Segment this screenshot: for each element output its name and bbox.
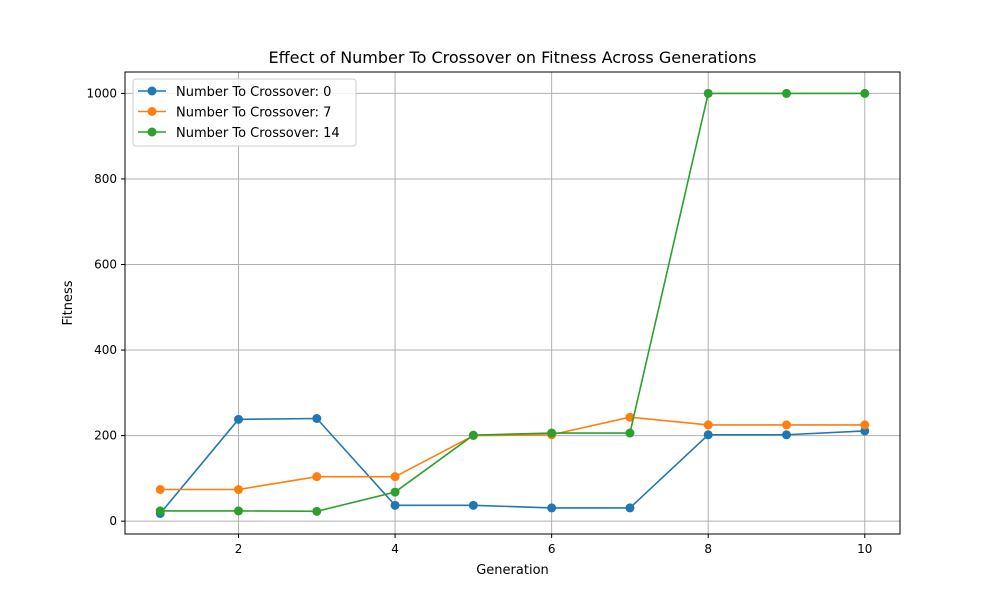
data-point bbox=[703, 430, 713, 440]
legend-label: Number To Crossover: 14 bbox=[176, 126, 340, 141]
data-point bbox=[547, 503, 557, 513]
y-tick-label: 400 bbox=[94, 343, 117, 357]
data-point bbox=[703, 88, 713, 98]
data-point bbox=[468, 500, 478, 510]
data-point bbox=[390, 487, 400, 497]
x-tick-label: 6 bbox=[548, 542, 556, 556]
data-point bbox=[155, 485, 165, 495]
legend-marker bbox=[147, 127, 157, 137]
data-point bbox=[312, 414, 322, 423]
x-tick-label: 10 bbox=[857, 542, 872, 556]
x-tick-label: 4 bbox=[391, 542, 399, 556]
axis-ticks: 2 4 6 8 10 0 200 400 600 800 1000 bbox=[86, 86, 872, 556]
chart-title: Effect of Number To Crossover on Fitness… bbox=[269, 48, 757, 67]
legend-label: Number To Crossover: 7 bbox=[176, 106, 331, 121]
data-point bbox=[781, 430, 791, 440]
x-axis-label: Generation bbox=[476, 563, 549, 578]
plot-frame bbox=[124, 71, 901, 535]
y-tick-label: 600 bbox=[94, 258, 117, 272]
y-axis-label: Fitness bbox=[61, 280, 76, 325]
data-point bbox=[703, 420, 713, 430]
data-point bbox=[234, 506, 244, 516]
data-point bbox=[390, 472, 400, 482]
data-point bbox=[312, 506, 322, 516]
series-line bbox=[160, 92, 865, 513]
data-point bbox=[155, 506, 165, 516]
data-point bbox=[860, 420, 870, 430]
y-tick-label: 0 bbox=[109, 514, 117, 528]
data-point bbox=[625, 503, 635, 513]
x-tick-label: 8 bbox=[704, 542, 712, 556]
data-point bbox=[234, 485, 244, 495]
y-tick-label: 200 bbox=[94, 429, 117, 443]
data-point bbox=[625, 428, 635, 438]
x-tick-label: 2 bbox=[235, 542, 243, 556]
legend-label: Number To Crossover: 0 bbox=[176, 85, 331, 100]
data-point bbox=[312, 472, 322, 482]
data-point bbox=[781, 420, 791, 430]
series-layer bbox=[155, 88, 870, 518]
data-point bbox=[234, 414, 244, 424]
legend-box bbox=[132, 78, 357, 147]
series-1 bbox=[155, 412, 870, 495]
y-tick-label: 800 bbox=[94, 172, 117, 186]
data-point bbox=[625, 412, 635, 422]
data-point bbox=[468, 430, 478, 440]
series-0 bbox=[155, 414, 870, 518]
legend-marker bbox=[147, 107, 157, 116]
series-line bbox=[160, 416, 865, 491]
series-2 bbox=[155, 88, 870, 516]
data-point bbox=[390, 500, 400, 510]
legend-marker bbox=[147, 86, 157, 96]
data-point bbox=[547, 428, 557, 438]
legend: Number To Crossover: 0 Number To Crossove… bbox=[132, 78, 357, 147]
data-point bbox=[781, 88, 791, 98]
series-line bbox=[159, 417, 865, 514]
y-tick-label: 1000 bbox=[86, 86, 117, 100]
data-point bbox=[860, 88, 870, 98]
